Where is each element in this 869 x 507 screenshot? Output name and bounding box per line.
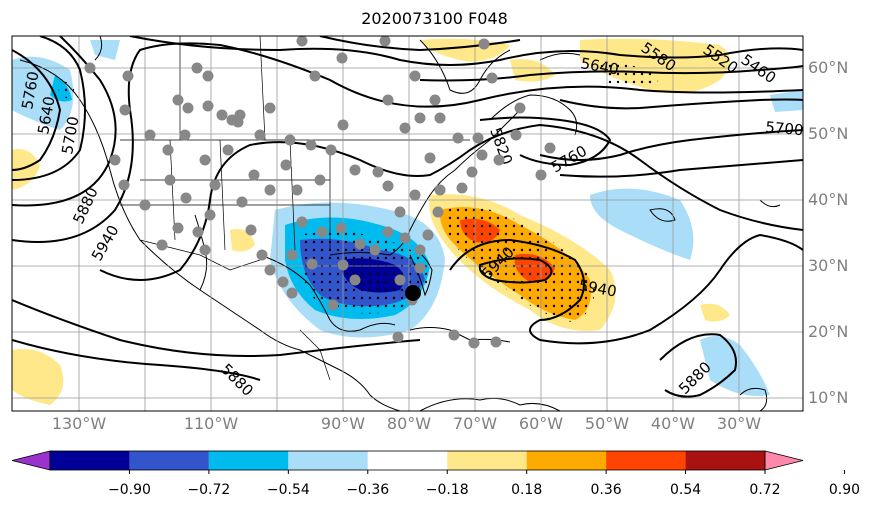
lon-label: 50°W (584, 414, 630, 433)
map-title: 2020073100 F048 (361, 9, 508, 28)
colorbar-tick-label: −0.54 (266, 482, 310, 498)
colorbar-segment (288, 451, 368, 470)
colorbar-tick-label: 0.18 (511, 482, 543, 498)
colorbar-tick-label: 0.72 (749, 482, 781, 498)
colorbar-segment (367, 451, 448, 470)
colorbar-tick-label: 0.90 (828, 482, 861, 498)
lon-label: 110°W (183, 414, 239, 433)
lon-label: 80°W (386, 414, 432, 433)
colorbar-segment (208, 451, 289, 470)
lat-label: 60°N (808, 58, 849, 77)
colorbar-tick-label: −0.72 (187, 482, 231, 498)
lat-label: 30°N (808, 256, 849, 275)
map-frame (11, 35, 804, 412)
lon-label: 60°W (518, 414, 564, 433)
lat-label: 10°N (808, 388, 849, 407)
colorbar-segment (129, 451, 209, 470)
colorbar-segment (606, 451, 686, 470)
lat-label: 50°N (808, 124, 849, 143)
colorbar (11, 450, 845, 474)
colorbar-extend-max (764, 450, 804, 471)
lat-label: 40°N (808, 190, 849, 209)
lon-label: 30°W (716, 414, 762, 433)
colorbar-tick-label: −0.90 (107, 482, 151, 498)
colorbar-segment (685, 451, 765, 470)
station-markers (84, 36, 556, 349)
colorbar-segment (447, 451, 527, 470)
lon-label: 70°W (452, 414, 498, 433)
hurricane-center-marker (405, 285, 421, 301)
coastlines (19, 36, 781, 411)
significance-stipple (58, 64, 660, 322)
colorbar-tick-label: 0.36 (590, 482, 622, 498)
lon-label: 130°W (51, 414, 107, 433)
colorbar-segment (526, 451, 607, 470)
colorbar-tick-label: 0.54 (669, 482, 702, 498)
colorbar-segment (50, 451, 130, 470)
lon-label: 90°W (320, 414, 366, 433)
colorbar-tick-label: −0.18 (425, 482, 469, 498)
colorbar-tick-label: −0.36 (346, 482, 390, 498)
colorbar-frame (49, 450, 766, 471)
lon-label: 40°W (650, 414, 696, 433)
contour-label: 5700 (765, 118, 805, 139)
colorbar-extend-min (11, 450, 51, 471)
lat-label: 20°N (808, 322, 849, 341)
